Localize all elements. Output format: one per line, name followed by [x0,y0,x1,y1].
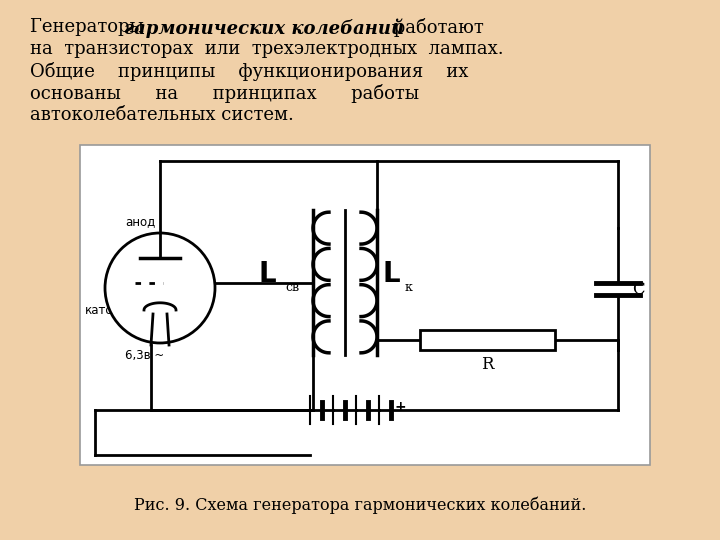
Text: на  транзисторах  или  трехэлектродных  лампах.: на транзисторах или трехэлектродных ламп… [30,40,503,58]
Text: R: R [481,356,494,373]
Circle shape [105,233,215,343]
Text: $\mathbf{L}$: $\mathbf{L}$ [382,261,401,288]
Text: 6,3в ~: 6,3в ~ [125,349,164,362]
Text: основаны      на      принципах      работы: основаны на принципах работы [30,84,419,103]
Text: к: к [405,281,413,294]
Bar [420,330,555,350]
Text: работают: работают [388,18,484,37]
Text: автоколебательных систем.: автоколебательных систем. [30,106,294,124]
Text: $\mathbf{L}$: $\mathbf{L}$ [258,261,277,288]
Text: анод: анод [125,215,156,228]
Text: Генераторы: Генераторы [30,18,150,36]
Bar [80,145,650,465]
Text: Рис. 9. Схема генератора гармонических колебаний.: Рис. 9. Схема генератора гармонических к… [134,497,586,515]
Text: +: + [394,400,405,414]
Text: катод: катод [85,303,122,316]
Text: св: св [285,281,299,294]
Text: сетка: сетка [168,275,203,288]
Text: C: C [632,280,644,298]
Text: гармонических колебаний: гармонических колебаний [124,18,404,37]
Text: Общие    принципы    функционирования    их: Общие принципы функционирования их [30,62,469,81]
